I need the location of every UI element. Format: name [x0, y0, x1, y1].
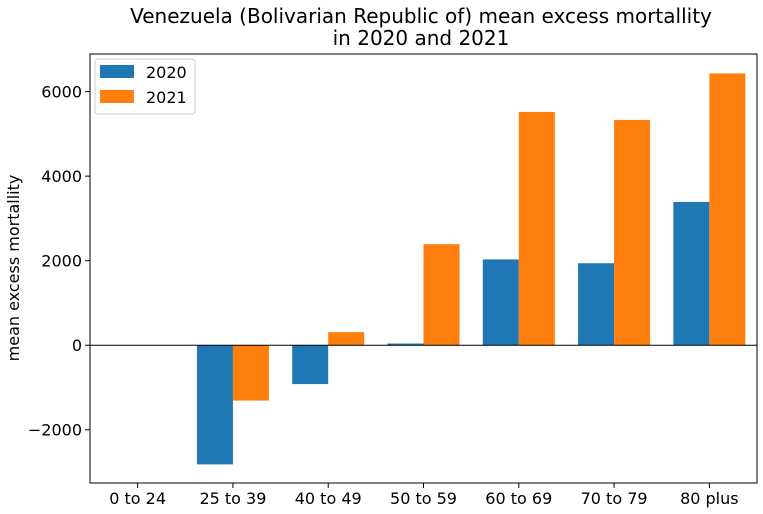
- y-tick-label: −2000: [28, 421, 82, 440]
- y-axis-label: mean excess mortallity: [4, 175, 23, 362]
- bar-2020-80-plus: [673, 201, 710, 346]
- x-tick-label: 80 plus: [680, 489, 739, 508]
- chart-title-line-2: in 2020 and 2021: [333, 26, 510, 50]
- legend-swatch-2020: [100, 65, 134, 78]
- bar-2020-70-to-79: [578, 263, 615, 346]
- x-tick-label: 60 to 69: [485, 489, 552, 508]
- x-tick-label: 70 to 79: [581, 489, 648, 508]
- y-axis-ticks: −2000 0 2000 4000 6000: [28, 83, 90, 440]
- y-tick-label: 6000: [41, 83, 82, 102]
- bar-2020-50-to-59: [387, 343, 424, 346]
- x-tick-label: 50 to 59: [390, 489, 457, 508]
- chart-title-line-1: Venezuela (Bolivarian Republic of) mean …: [130, 4, 712, 28]
- y-tick-label: 4000: [41, 167, 82, 186]
- bar-2021-80-plus: [709, 73, 746, 346]
- bar-2020-60-to-69: [482, 259, 519, 346]
- x-tick-label: 0 to 24: [109, 489, 166, 508]
- bar-2021-60-to-69: [518, 111, 555, 346]
- bar-2021-70-to-79: [614, 119, 651, 346]
- bar-2020-40-to-49: [292, 345, 329, 385]
- x-tick-label: 40 to 49: [295, 489, 362, 508]
- x-axis-ticks: 0 to 24 25 to 39 40 to 49 50 to 59 60 to 69 7…: [109, 483, 739, 508]
- bars-group: [196, 73, 746, 465]
- legend-swatch-2021: [100, 90, 134, 103]
- bar-2021-40-to-49: [328, 332, 365, 346]
- bar-2020-25-to-39: [196, 345, 233, 465]
- y-tick-label: 2000: [41, 252, 82, 271]
- legend: 2020 2021: [94, 58, 196, 115]
- x-tick-label: 25 to 39: [199, 489, 266, 508]
- legend-label-2020: 2020: [146, 63, 187, 82]
- y-tick-label: 0: [72, 336, 82, 355]
- legend-label-2021: 2021: [146, 88, 187, 107]
- bar-2021-50-to-59: [423, 244, 460, 346]
- bar-2021-25-to-39: [232, 345, 269, 401]
